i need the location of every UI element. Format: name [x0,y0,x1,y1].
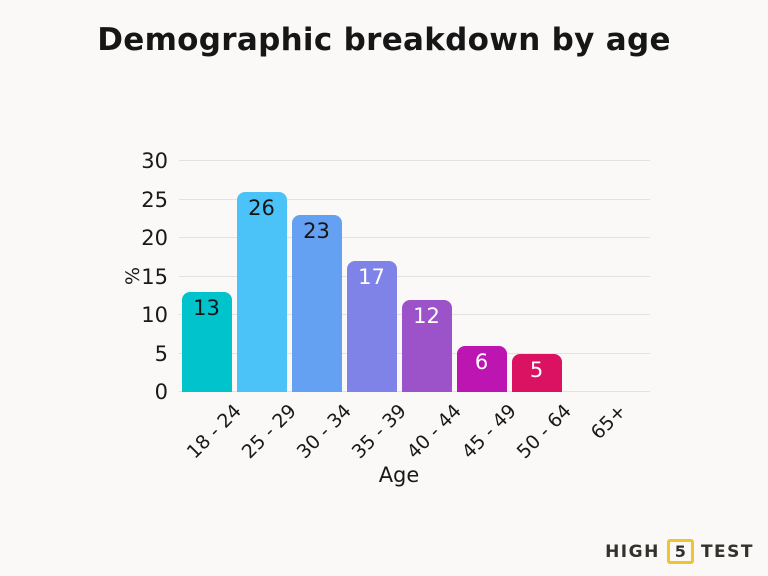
high5test-logo: HIGH 5 TEST [605,539,754,564]
bar-40-44: 12 [401,299,452,392]
bar-value-label: 6 [474,349,489,374]
x-tick-label-25-29: 25 - 29 [237,400,301,464]
logo-word-test: TEST [700,541,754,562]
y-axis-title: % [122,266,144,286]
y-axis: 0 5 10 15 20 25 30 [104,149,168,404]
x-tick-label-40-44: 40 - 44 [402,400,466,464]
x-tick-label-45-49: 45 - 49 [457,400,521,464]
bar-value-label: 23 [303,218,330,243]
x-tick-label-50-64: 50 - 64 [512,400,576,464]
x-axis: 18 - 24 25 - 29 30 - 34 35 - 39 40 - 44 45 - … [179,392,650,472]
y-tick-label-15: 15 [141,264,168,289]
y-tick-label-10: 10 [141,303,168,327]
x-tick-label-30-34: 30 - 34 [292,400,356,464]
x-tick-label-18-24: 18 - 24 [182,400,246,464]
logo-word-high: HIGH [605,541,660,562]
y-tick-label-20: 20 [141,226,168,250]
gridline-15 [179,275,650,277]
y-tick-label-25: 25 [141,187,168,212]
x-tick-label-35-39: 35 - 39 [347,400,411,464]
bar-value-label: 12 [413,303,440,328]
y-tick-label-5: 5 [154,341,168,366]
plot-area: 13 26 23 17 12 6 5 [179,160,650,392]
gridline-25 [179,198,650,200]
gridline-30 [179,160,650,161]
bar-30-34: 23 [291,214,342,392]
bar-value-label: 17 [358,265,385,290]
bar-value-label: 13 [193,295,220,320]
x-tick-label-65+: 65+ [586,400,631,444]
bar-value-label: 26 [248,195,275,220]
y-tick-label-30: 30 [141,149,168,173]
gridline-20 [179,237,650,238]
x-axis-title: Age [378,463,420,487]
bar-25-29: 26 [236,191,287,392]
chart-title: Demographic breakdown by age [97,22,671,58]
logo-number-box: 5 [666,539,694,564]
bar-45-49: 6 [456,345,507,392]
bar-value-label: 5 [529,357,544,382]
bar-18-24: 13 [181,291,232,392]
bar-50-64: 5 [511,353,562,392]
y-tick-label-0: 0 [154,380,168,404]
bar-35-39: 17 [346,261,397,392]
